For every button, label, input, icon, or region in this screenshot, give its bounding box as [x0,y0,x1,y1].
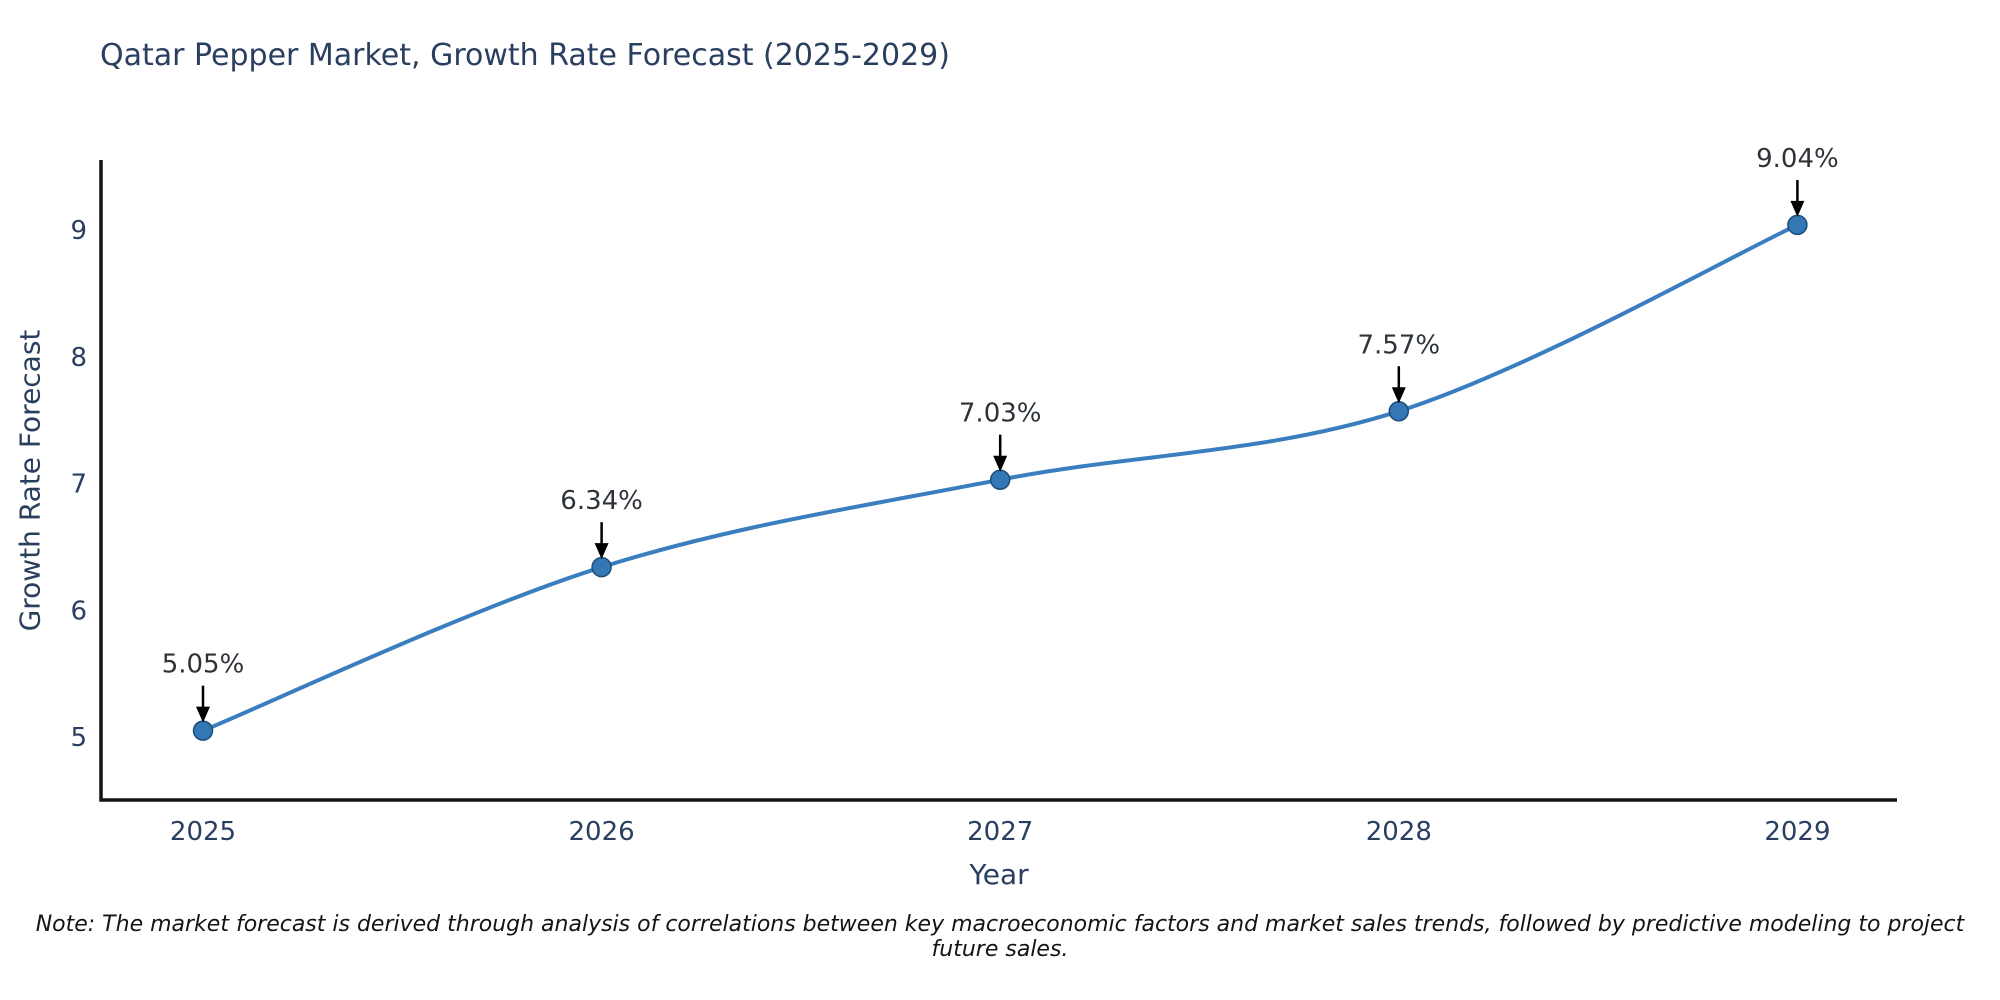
y-tick-label: 8 [70,343,87,373]
data-label: 7.03% [959,399,1042,429]
annotation-arrowhead [196,706,210,723]
chart-title: Qatar Pepper Market, Growth Rate Forecas… [100,38,950,73]
footnote: Note: The market forecast is derived thr… [35,912,1965,962]
data-point[interactable] [1787,214,1808,236]
data-point[interactable] [989,469,1011,490]
y-tick-label: 5 [70,723,87,753]
y-tick-label: 9 [70,216,87,246]
x-tick-label: 2025 [170,817,236,847]
x-tick-label: 2029 [1764,817,1830,847]
data-point[interactable] [192,720,214,741]
y-tick-label: 6 [70,596,87,626]
data-label: 7.57% [1357,330,1440,360]
data-label: 5.05% [162,650,245,680]
annotation-arrowhead [1391,387,1406,404]
y-axis-title-text: Growth Rate Forecast [13,329,47,631]
x-tick-label: 2026 [569,817,635,847]
y-axis-title: Growth Rate Forecast [8,160,52,800]
y-tick-label: 7 [70,470,87,500]
annotation-arrowhead [594,543,609,560]
data-label: 9.04% [1756,144,1839,174]
data-point[interactable] [591,556,612,578]
annotation-arrowhead [1790,200,1805,217]
x-tick-label: 2027 [967,817,1033,847]
data-label: 6.34% [560,486,643,516]
x-tick-label: 2028 [1366,817,1432,847]
axis-lines [99,160,1897,802]
data-point[interactable] [1388,401,1410,422]
annotation-arrowhead [993,455,1008,472]
x-axis-title: Year [969,858,1029,891]
